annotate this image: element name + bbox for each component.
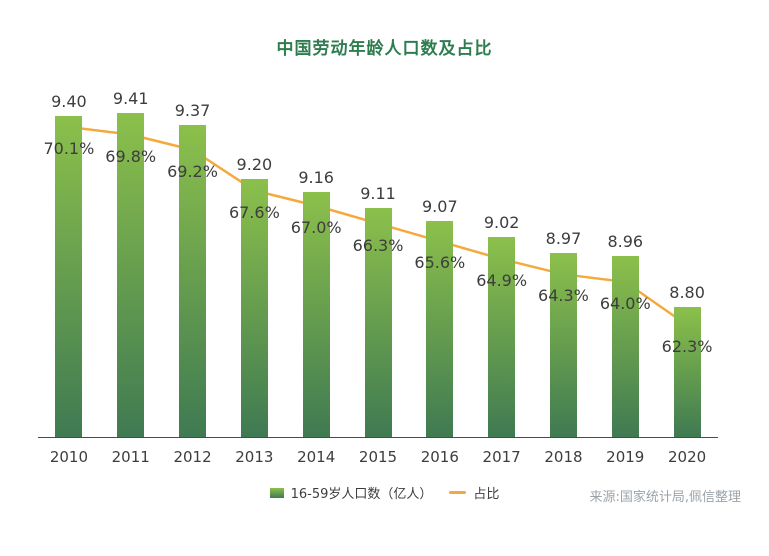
x-axis-label: 2016	[420, 448, 459, 466]
bar-2012	[179, 125, 207, 437]
bar-value-label: 9.20	[236, 155, 273, 175]
x-axis-label: 2015	[358, 448, 398, 466]
source-note: 来源:国家统计局,佩信整理	[589, 490, 741, 505]
bar-2014	[302, 192, 330, 437]
x-axis-label: 2012	[173, 448, 212, 466]
bar-2015	[364, 208, 392, 437]
x-axis-line	[38, 437, 718, 438]
bar-value-label: 8.96	[607, 231, 644, 251]
bar-value-label: 9.02	[483, 212, 520, 232]
bar-value-label: 9.16	[298, 168, 334, 188]
bar-value-label: 8.97	[545, 228, 582, 248]
pct-label: 69.2%	[167, 161, 218, 181]
bar-2019	[611, 255, 639, 437]
x-axis-label: 2018	[544, 448, 583, 466]
bar-value-label: 9.40	[51, 91, 87, 111]
pct-label: 64.9%	[476, 271, 528, 291]
legend-bar-label: 16-59岁人口数（亿人）	[290, 487, 433, 502]
bar-value-label: 9.11	[360, 184, 396, 204]
bar-value-label: 9.41	[112, 88, 149, 108]
bar-2020	[673, 306, 701, 437]
x-axis-label: 2014	[297, 448, 336, 466]
x-axis-label: 2020	[667, 448, 707, 466]
legend-line-swatch-icon	[449, 491, 467, 494]
x-axis-label: 2013	[235, 448, 274, 466]
chart-title: 中国劳动年龄人口数及占比	[276, 39, 493, 59]
bar-value-label: 9.07	[422, 196, 458, 216]
legend: 16-59岁人口数（亿人） 占比	[0, 483, 769, 502]
bar-2018	[549, 252, 577, 437]
x-axis-label: 2017	[482, 448, 521, 466]
legend-line-label: 占比	[473, 487, 500, 502]
pct-label: 66.3%	[352, 235, 404, 255]
bar-value-label: 9.37	[174, 101, 211, 121]
x-axis-label: 2011	[111, 448, 150, 466]
pct-label: 65.6%	[414, 253, 466, 273]
legend-bar-swatch-icon	[269, 487, 284, 498]
bar-2010	[55, 115, 83, 437]
pct-label: 67.0%	[290, 217, 342, 237]
pct-label: 69.8%	[105, 146, 157, 166]
pct-label: 64.3%	[538, 286, 589, 306]
x-axis-label: 2010	[49, 448, 88, 466]
bar-2013	[240, 179, 268, 437]
bar-2017	[488, 236, 516, 437]
bar-2016	[426, 220, 454, 437]
pct-label: 62.3%	[661, 337, 713, 357]
bar-value-label: 8.80	[669, 282, 705, 302]
bar-2011	[117, 112, 145, 437]
pct-label: 70.1%	[43, 139, 95, 158]
pct-label: 64.0%	[599, 293, 651, 313]
pct-label: 67.6%	[228, 202, 280, 222]
x-axis-label: 2019	[606, 448, 645, 466]
